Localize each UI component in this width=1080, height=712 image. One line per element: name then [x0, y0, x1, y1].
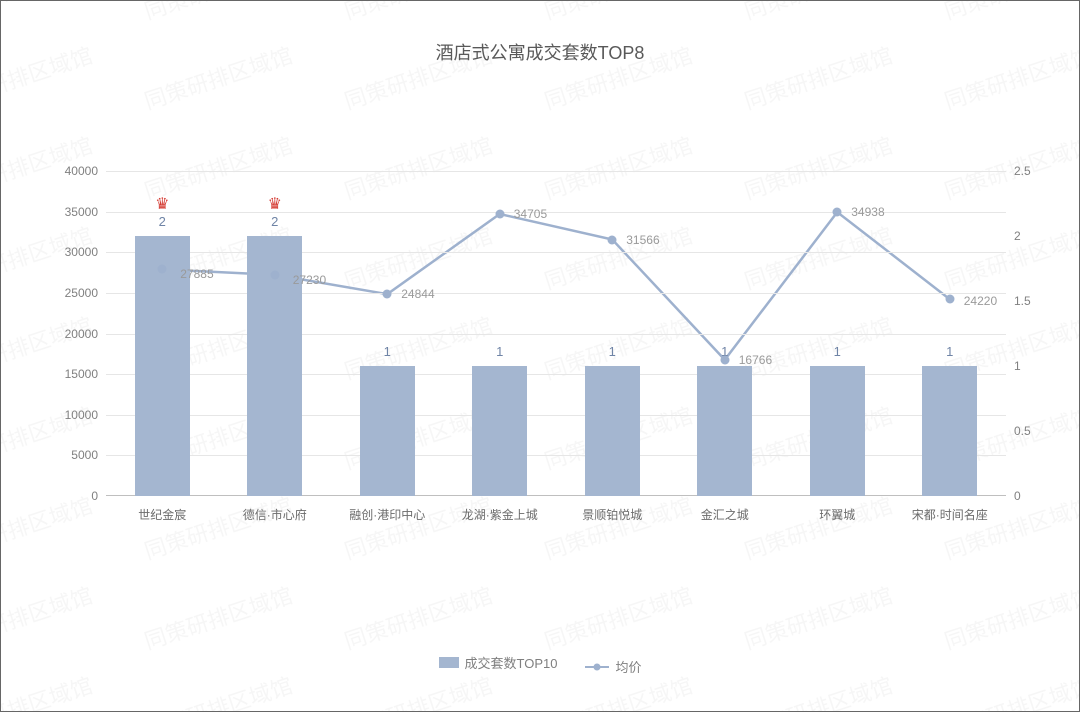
y-right-tick: 0.5 [1014, 424, 1031, 438]
bar: 1 [697, 366, 752, 496]
legend-swatch-line [585, 666, 609, 668]
crown-icon: ♛ [247, 194, 302, 214]
line-marker [833, 208, 842, 217]
line-marker [158, 265, 167, 274]
gridline [106, 415, 1006, 416]
y-left-tick: 40000 [65, 164, 98, 178]
y-left-tick: 10000 [65, 408, 98, 422]
line-value-label: 34705 [514, 207, 547, 221]
bar-value-label: 1 [810, 344, 865, 359]
y-right-tick: 0 [1014, 489, 1021, 503]
y-right-tick: 1 [1014, 359, 1021, 373]
y-right-tick: 2.5 [1014, 164, 1031, 178]
bar-value-label: 1 [360, 344, 415, 359]
chart-legend: 成交套数TOP10 均价 [1, 653, 1079, 677]
line-value-label: 34938 [851, 205, 884, 219]
legend-label: 均价 [615, 657, 641, 676]
y-right-tick: 2 [1014, 229, 1021, 243]
y-left-tick: 30000 [65, 245, 98, 259]
bar: 1 [922, 366, 977, 496]
legend-item: 成交套数TOP10 [439, 653, 558, 672]
x-category-label: 金汇之城 [701, 506, 749, 523]
line-marker [720, 355, 729, 364]
line-marker [495, 210, 504, 219]
gridline [106, 374, 1006, 375]
y-left-tick: 0 [91, 489, 98, 503]
x-category-label: 环翼城 [819, 506, 855, 523]
bar-value-label: 2 [247, 214, 302, 229]
x-axis-line [106, 495, 1006, 496]
x-category-label: 宋都·时间名座 [912, 506, 988, 523]
y-left-tick: 5000 [71, 448, 98, 462]
x-category-label: 融创·港印中心 [349, 506, 425, 523]
legend-label: 成交套数TOP10 [465, 653, 558, 672]
bar: 1 [810, 366, 865, 496]
bar-value-label: 1 [922, 344, 977, 359]
crown-icon: ♛ [135, 194, 190, 214]
y-left-tick: 25000 [65, 286, 98, 300]
x-category-label: 景顺铂悦城 [582, 506, 642, 523]
bar-value-label: 1 [472, 344, 527, 359]
x-category-label: 世纪金宸 [138, 506, 186, 523]
gridline [106, 252, 1006, 253]
x-category-label: 龙湖·紫金上城 [462, 506, 538, 523]
x-category-label: 德信·市心府 [243, 506, 307, 523]
y-left-tick: 20000 [65, 327, 98, 341]
bar: 1 [472, 366, 527, 496]
gridline [106, 171, 1006, 172]
line-value-label: 27230 [293, 273, 326, 287]
bar-value-label: 1 [585, 344, 640, 359]
gridline [106, 293, 1006, 294]
chart-container: 同策研排区域馆同策研排区域馆同策研排区域馆同策研排区域馆同策研排区域馆同策研排区… [0, 0, 1080, 712]
line-marker [945, 295, 954, 304]
line-value-label: 24844 [401, 287, 434, 301]
y-right-tick: 1.5 [1014, 294, 1031, 308]
line-value-label: 31566 [626, 233, 659, 247]
chart-title: 酒店式公寓成交套数TOP8 [1, 39, 1079, 65]
gridline [106, 334, 1006, 335]
bar: 1 [360, 366, 415, 496]
gridline [106, 455, 1006, 456]
line-marker [608, 235, 617, 244]
y-left-tick: 35000 [65, 205, 98, 219]
y-left-tick: 15000 [65, 367, 98, 381]
line-value-label: 24220 [964, 294, 997, 308]
bar: 1 [585, 366, 640, 496]
line-value-label: 27885 [180, 267, 213, 281]
legend-swatch-bar [439, 657, 459, 668]
line-marker [383, 290, 392, 299]
line-marker [270, 270, 279, 279]
bar-value-label: 2 [135, 214, 190, 229]
legend-item: 均价 [585, 657, 641, 676]
line-value-label: 16766 [739, 353, 772, 367]
chart-plot-area: 0500010000150002000025000300003500040000… [106, 171, 1006, 496]
